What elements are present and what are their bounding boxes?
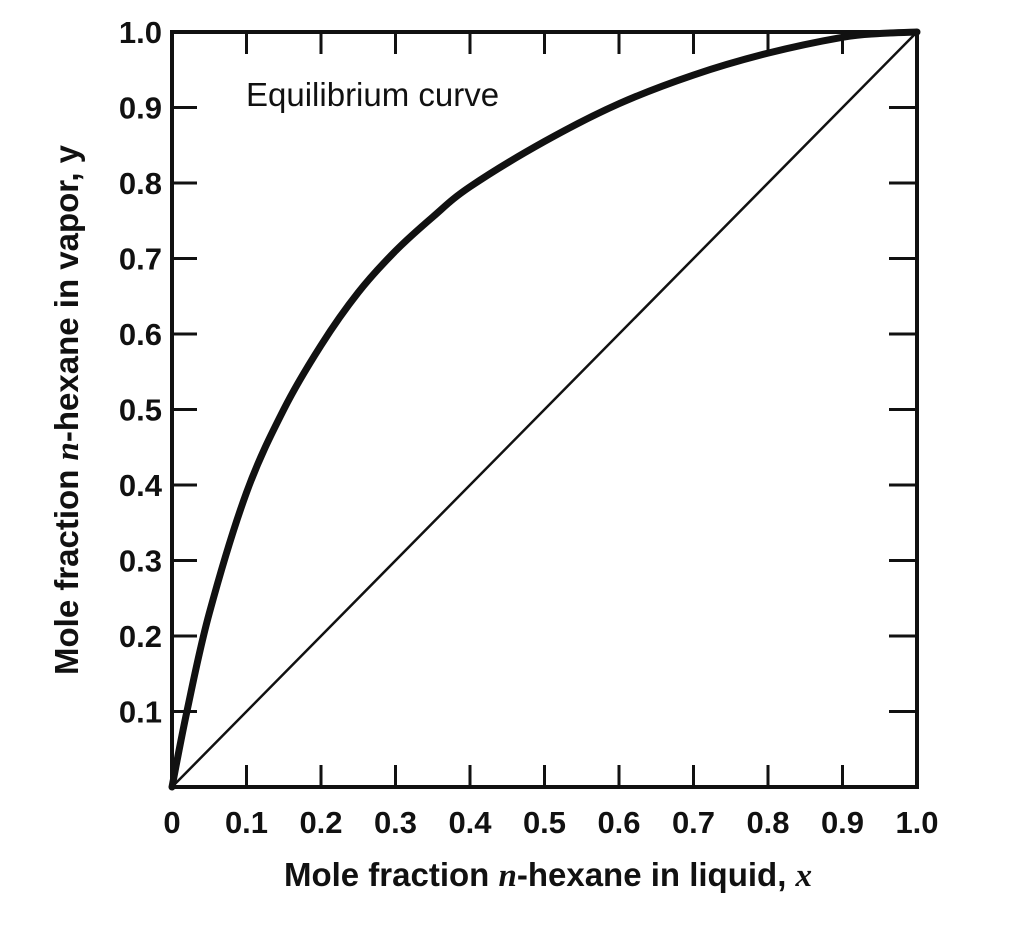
y-tick-label: 0.5 bbox=[119, 393, 162, 428]
y-axis-label-var: n bbox=[50, 442, 86, 460]
x-tick-label: 0.4 bbox=[448, 805, 492, 840]
y-tick-label: 0.1 bbox=[119, 695, 162, 730]
y-tick-label: 0.4 bbox=[119, 468, 163, 503]
x-tick-label: 0.5 bbox=[523, 805, 566, 840]
equilibrium-curve bbox=[168, 28, 921, 791]
y-tick-label: 0.2 bbox=[119, 619, 162, 654]
y-tick-label: 0.9 bbox=[119, 91, 162, 126]
x-axis-label-symbol: x bbox=[795, 858, 813, 894]
diagonal-line bbox=[171, 31, 918, 788]
y-axis-label-middle: -hexane in vapor, y bbox=[48, 144, 85, 442]
y-tick-label: 0.8 bbox=[119, 166, 162, 201]
x-tick-label: 0.2 bbox=[299, 805, 342, 840]
x-tick-label: 0.8 bbox=[746, 805, 789, 840]
x-tick-label: 0.9 bbox=[821, 805, 864, 840]
y-tick-label: 0.6 bbox=[119, 317, 162, 352]
x-tick-label: 0.6 bbox=[597, 805, 640, 840]
x-tick-label: 0.3 bbox=[374, 805, 417, 840]
x-tick-label: 1.0 bbox=[895, 805, 938, 840]
y-tick-label: 0.3 bbox=[119, 544, 162, 579]
x-axis-label-var: n bbox=[498, 858, 516, 894]
series-layer bbox=[168, 28, 921, 791]
x-axis-label-prefix: Mole fraction bbox=[284, 856, 499, 893]
x-tick-label: 0.1 bbox=[225, 805, 268, 840]
x-axis-label: Mole fraction n-hexane in liquid, x bbox=[284, 856, 812, 894]
ticks-layer bbox=[172, 32, 917, 787]
x-axis-label-middle: -hexane in liquid, bbox=[517, 856, 796, 893]
y-tick-label: 0.7 bbox=[119, 242, 162, 277]
annotation-equilibrium-curve: Equilibrium curve bbox=[246, 76, 499, 113]
y-axis-label: Mole fraction n-hexane in vapor, y bbox=[48, 144, 86, 675]
x-tick-label: 0 bbox=[163, 805, 180, 840]
y-tick-label: 1.0 bbox=[119, 15, 162, 50]
y-axis-label-prefix: Mole fraction bbox=[48, 460, 85, 675]
x-tick-label: 0.7 bbox=[672, 805, 715, 840]
labels-layer: 0 0.1 0.2 0.3 0.4 0.5 0.6 0.7 0.8 0.9 1.0 0.1 0.2 0.3… bbox=[119, 15, 939, 840]
plot-frame bbox=[170, 30, 919, 789]
